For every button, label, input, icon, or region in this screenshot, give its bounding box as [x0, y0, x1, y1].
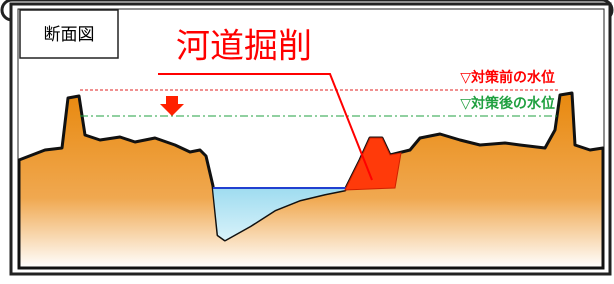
level-before-label: ▽対策前の水位 [460, 69, 555, 86]
title: 河道掘削 [176, 27, 312, 67]
panel-label: 断面図 [44, 25, 95, 45]
diagram: 断面図 河道掘削 ▽対策前の水位 ▽対策後の水位 [0, 0, 614, 280]
level-after-label: ▽対策後の水位 [460, 95, 555, 112]
